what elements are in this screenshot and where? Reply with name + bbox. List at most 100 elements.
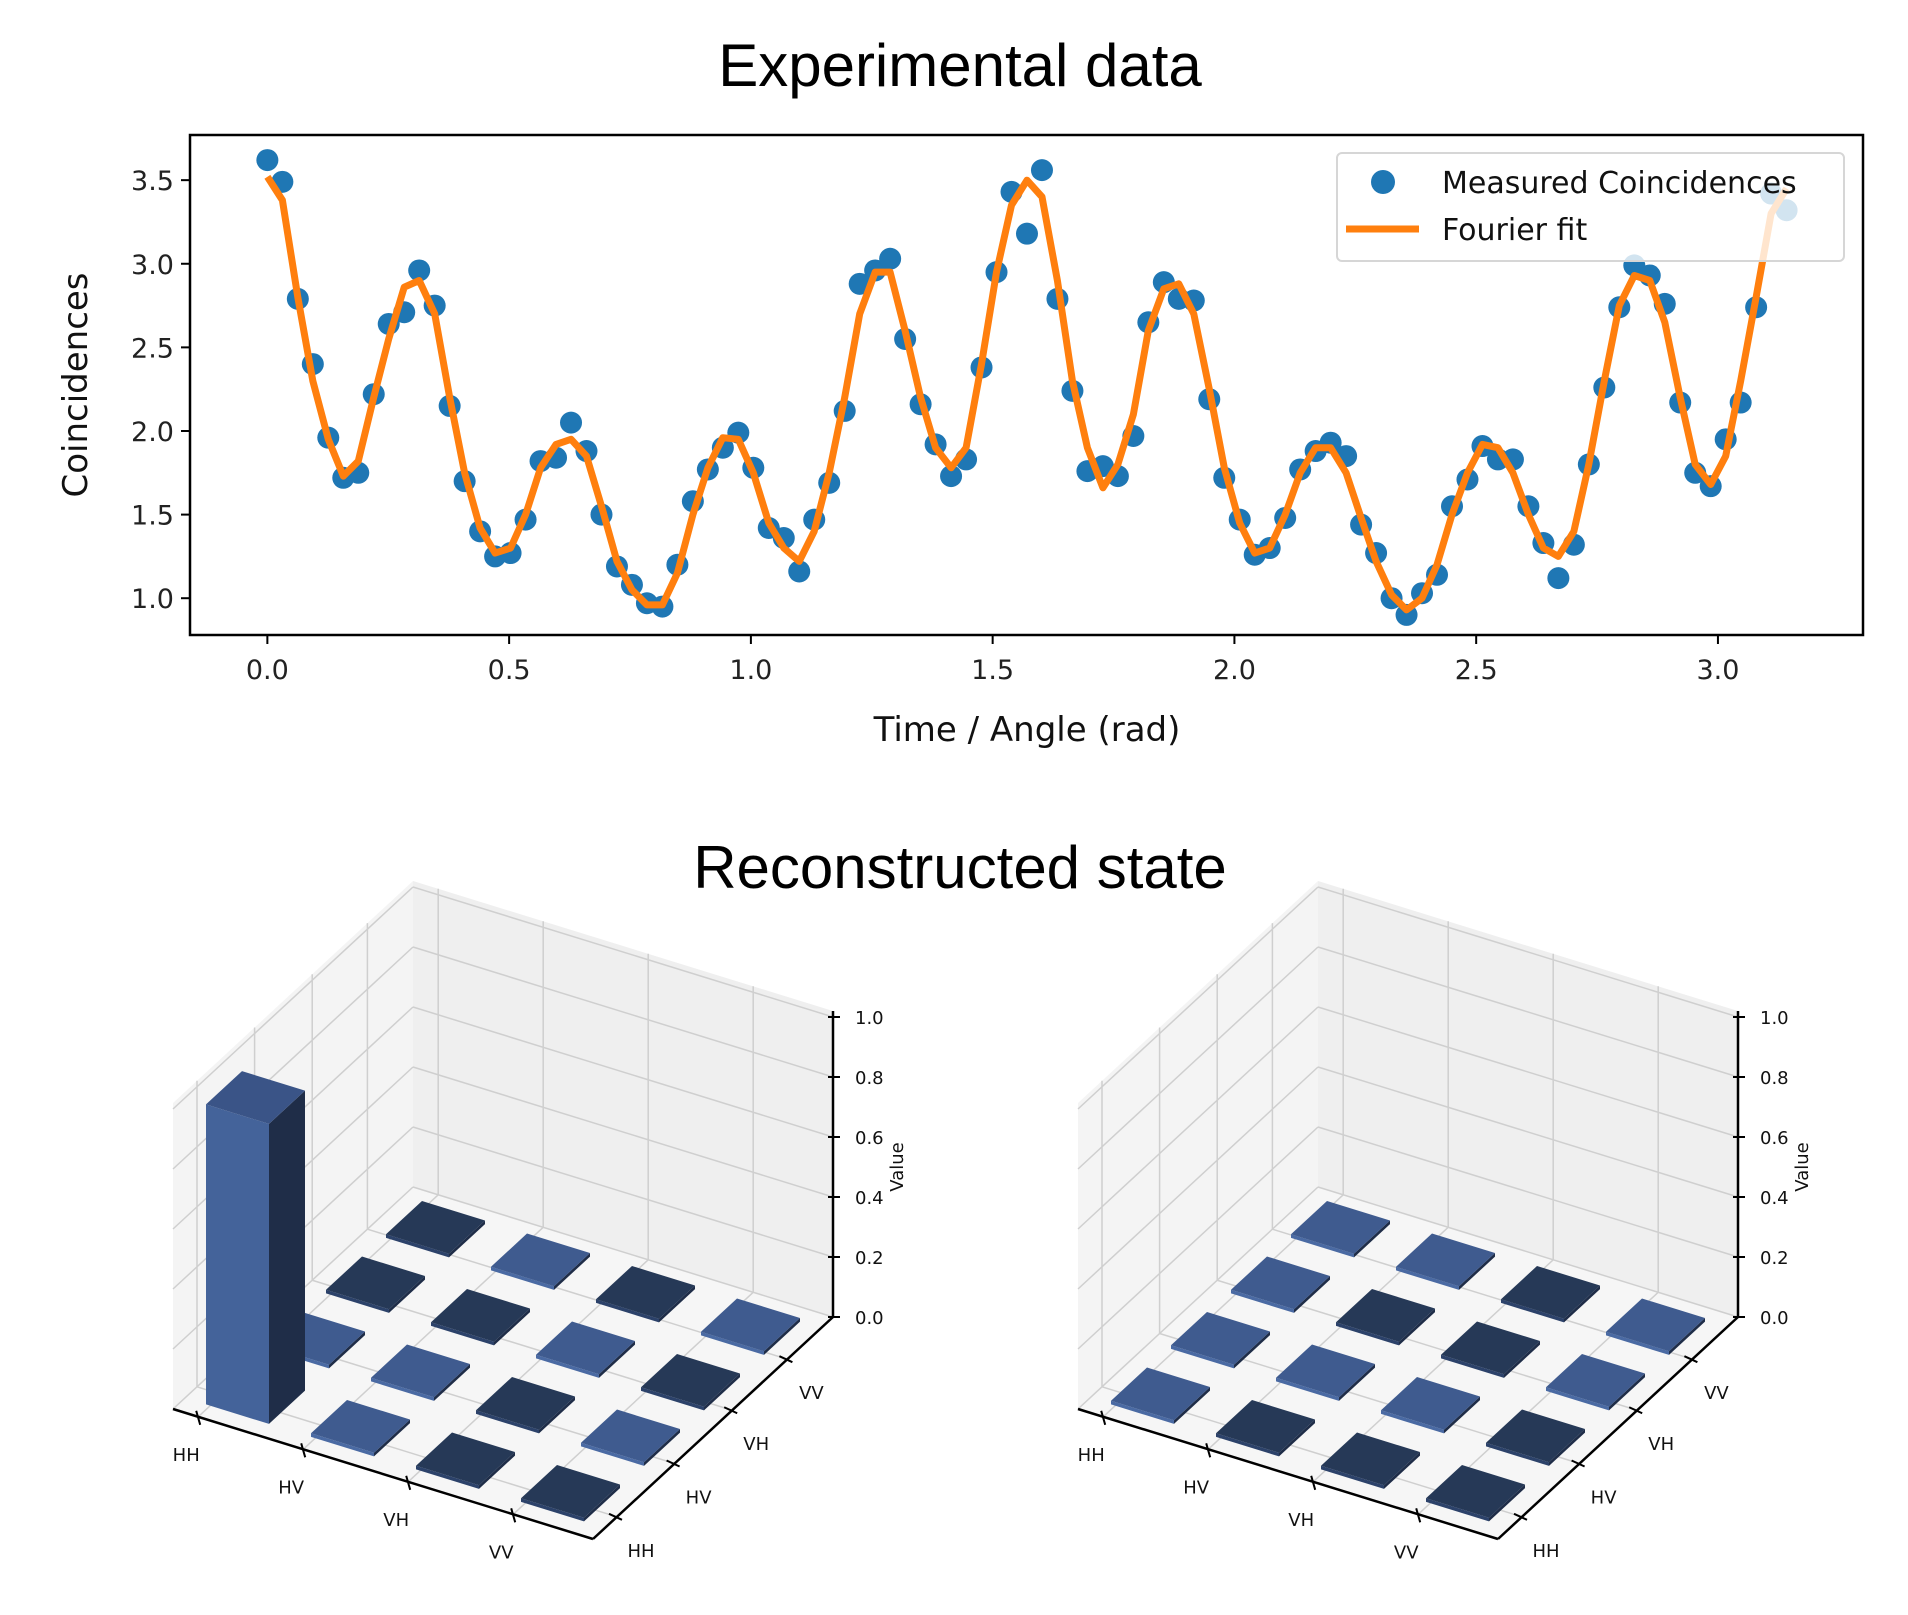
legend-label-measured: Measured Coincidences — [1442, 166, 1797, 201]
x-tick-label: 3.0 — [1696, 655, 1739, 686]
z-tick-label: 1.0 — [1760, 1008, 1789, 1029]
bar-top-face — [476, 1377, 575, 1430]
x-tick — [1205, 1443, 1212, 1458]
z-tick-label: 0.6 — [1760, 1128, 1789, 1149]
x-tick-label: 2.0 — [1213, 655, 1256, 686]
bar-side-face — [1489, 1484, 1525, 1522]
bar-side-face — [764, 1318, 800, 1355]
bar-top-face — [1231, 1256, 1330, 1310]
bar-side-face — [539, 1396, 575, 1434]
back-gridline — [412, 1186, 834, 1318]
data-point — [940, 465, 963, 488]
x-tick-label: VH — [383, 1510, 409, 1531]
left-gridline — [1077, 1066, 1319, 1290]
bar-side-face — [1609, 1373, 1645, 1411]
back-pane — [1318, 881, 1738, 1317]
bar-front-face — [1501, 1299, 1564, 1323]
bar-side-face — [1444, 1396, 1480, 1434]
bar-top-face — [1216, 1400, 1315, 1453]
bar-top-face — [1441, 1321, 1540, 1375]
y-tick-label: VH — [1648, 1434, 1674, 1455]
bar-side-face — [1339, 1364, 1375, 1401]
z-tick-label: 0.8 — [855, 1068, 884, 1089]
x-tick-label: 1.0 — [729, 655, 772, 686]
bar-top-face — [1501, 1266, 1600, 1319]
bar-top-face — [1291, 1201, 1390, 1254]
y-tick-label: 1.0 — [131, 584, 174, 615]
bar-front-face — [1396, 1266, 1459, 1290]
plot-frame — [188, 133, 1865, 637]
bar-top-face — [1276, 1344, 1375, 1398]
x-tick-label: 0.0 — [246, 655, 289, 686]
x-tick — [1100, 1410, 1107, 1426]
bar-side-face — [1174, 1387, 1210, 1424]
bar-side-face — [644, 1429, 680, 1466]
z-tick-label: 0.4 — [855, 1188, 884, 1209]
y-tick-label: VV — [799, 1383, 824, 1404]
back-gridline — [412, 1066, 834, 1198]
y-tick-label: 2.0 — [131, 417, 174, 448]
bar-front-face — [326, 1289, 389, 1313]
bar-side-face — [1669, 1318, 1705, 1355]
y-tick — [723, 1406, 738, 1415]
bar-side-face — [1549, 1429, 1585, 1466]
bar-side-face — [1399, 1308, 1435, 1346]
z-tick-label: 0.2 — [1760, 1248, 1789, 1269]
bar-front-face — [1171, 1345, 1234, 1369]
bar-top-face — [536, 1321, 635, 1375]
bar-top-face — [206, 1071, 305, 1124]
bar-front-face — [641, 1387, 704, 1411]
x-tick-label: 0.5 — [488, 655, 531, 686]
bar-side-face — [584, 1484, 620, 1522]
bar3d-panel-right: HH HV VH VV HH HV VH VV 0.0 0.2 0.4 0.6 0.8 1.0 Value — [1077, 881, 1813, 1563]
left-pane — [1078, 881, 1318, 1409]
x-axis-line — [1077, 1407, 1499, 1541]
x-axis-line — [172, 1407, 594, 1541]
y-tick-label: 3.0 — [131, 250, 174, 281]
y-axis-line — [1497, 1316, 1739, 1540]
bar-top-face — [416, 1432, 515, 1486]
bar-side-face — [269, 1090, 305, 1424]
x-tick — [195, 1410, 202, 1426]
bar-top-face — [1396, 1233, 1495, 1287]
bar-front-face — [536, 1354, 599, 1378]
legend-label-fit: Fourier fit — [1442, 213, 1587, 248]
legend: Measured Coincidences Fourier fit — [1336, 152, 1845, 262]
back-gridline — [1317, 946, 1739, 1078]
bar-side-face — [1564, 1285, 1600, 1323]
bar-front-face — [206, 1104, 269, 1424]
bar-front-face — [581, 1442, 644, 1466]
bar-side-face — [449, 1220, 485, 1258]
bar-top-face — [1606, 1298, 1705, 1352]
z-tick-label: 0.2 — [855, 1248, 884, 1269]
y-tick-label: 2.5 — [131, 333, 174, 364]
bar-front-face — [311, 1433, 374, 1457]
y-tick — [778, 1355, 793, 1364]
x-tick — [405, 1475, 412, 1491]
back-gridline — [1317, 886, 1739, 1018]
bar-side-face — [1459, 1253, 1495, 1290]
bar-front-face — [1276, 1377, 1339, 1401]
y-tick — [1683, 1355, 1698, 1364]
bar-top-face — [1546, 1354, 1645, 1407]
y-tick-label: VH — [743, 1434, 769, 1455]
bar-front-face — [1216, 1433, 1279, 1457]
z-axis-label: Value — [1792, 1142, 1813, 1191]
bar-top-face — [311, 1400, 410, 1453]
bar-top-face — [1336, 1289, 1435, 1342]
bar-side-face — [1354, 1220, 1390, 1258]
x-tick-label: 2.5 — [1455, 655, 1498, 686]
bar-side-face — [1294, 1276, 1330, 1313]
x-tick-label: HV — [1183, 1477, 1210, 1498]
x-tick-label: VH — [1288, 1510, 1314, 1531]
bar-side-face — [1234, 1331, 1270, 1369]
data-point — [408, 259, 431, 282]
bar-front-face — [701, 1331, 764, 1355]
y-tick — [1513, 1512, 1528, 1521]
bar-front-face — [1321, 1465, 1384, 1489]
x-tick — [300, 1443, 307, 1458]
y-tick-label: 3.5 — [131, 166, 174, 197]
bar-top-face — [491, 1233, 590, 1287]
fit-line — [264, 174, 1790, 614]
y-axis-line — [592, 1316, 834, 1540]
